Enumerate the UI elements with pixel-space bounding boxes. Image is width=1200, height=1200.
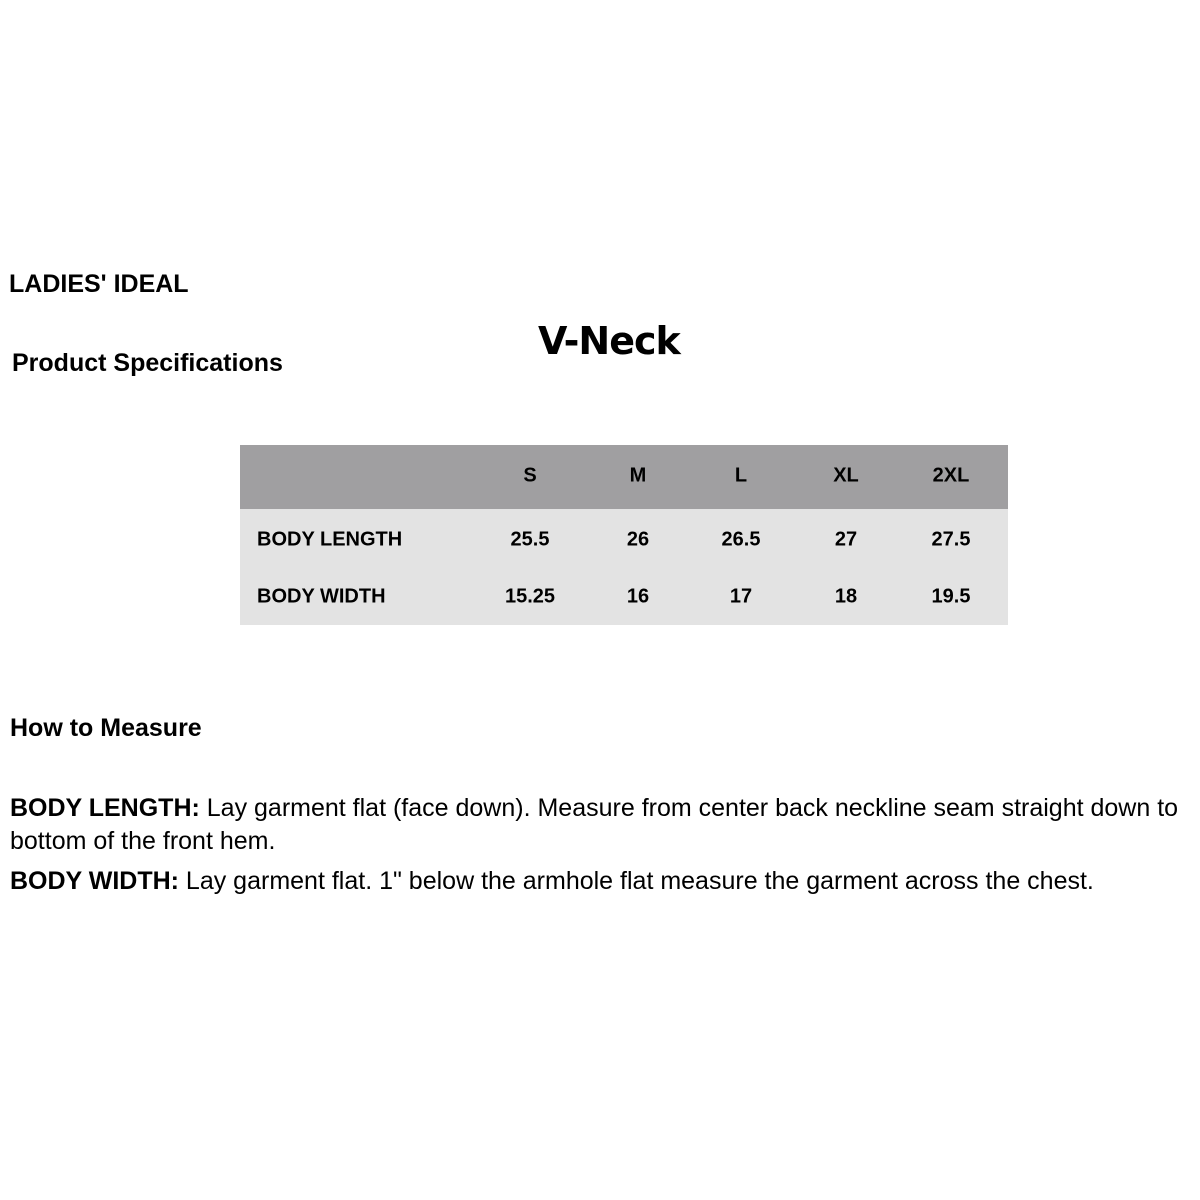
row-label: BODY LENGTH (257, 528, 403, 551)
description: Lay garment flat. 1" below the armhole f… (178, 867, 1094, 895)
table-cell: 27 (834, 528, 858, 551)
table-body (240, 509, 1008, 625)
table-cell: 15.25 (504, 585, 556, 608)
term: BODY WIDTH: (10, 867, 179, 895)
how-to-measure-heading: How to Measure (10, 714, 202, 742)
size-header: S (523, 464, 537, 487)
description: Lay garment flat (face down). Measure fr… (10, 794, 1179, 855)
table-cell: 19.5 (931, 585, 971, 608)
brand-title: LADIES' IDEAL (9, 270, 189, 298)
size-header: L (734, 464, 748, 487)
table-cell: 16 (626, 585, 650, 608)
size-chart-table: S M L XL 2XL BODY LENGTH 25.5 26 26.5 27 27.5 BODY … (240, 445, 1008, 625)
page-subtitle: Product Specifications (12, 349, 283, 377)
size-header: M (629, 464, 647, 487)
body-width-instruction: BODY WIDTH: Lay garment flat. 1" below t… (10, 865, 1195, 898)
table-cell: 27.5 (931, 528, 971, 551)
body-length-instruction: BODY LENGTH: Lay garment flat (face down… (10, 792, 1195, 858)
table-cell: 26.5 (721, 528, 761, 551)
product-name: V-Neck (538, 319, 681, 363)
size-header: 2XL (932, 464, 970, 487)
size-header: XL (833, 464, 859, 487)
table-cell: 17 (729, 585, 753, 608)
row-label: BODY WIDTH (257, 585, 386, 608)
table-cell: 25.5 (510, 528, 550, 551)
table-cell: 26 (626, 528, 650, 551)
table-cell: 18 (834, 585, 858, 608)
term: BODY LENGTH: (10, 794, 200, 822)
table-header-row (240, 445, 1008, 509)
